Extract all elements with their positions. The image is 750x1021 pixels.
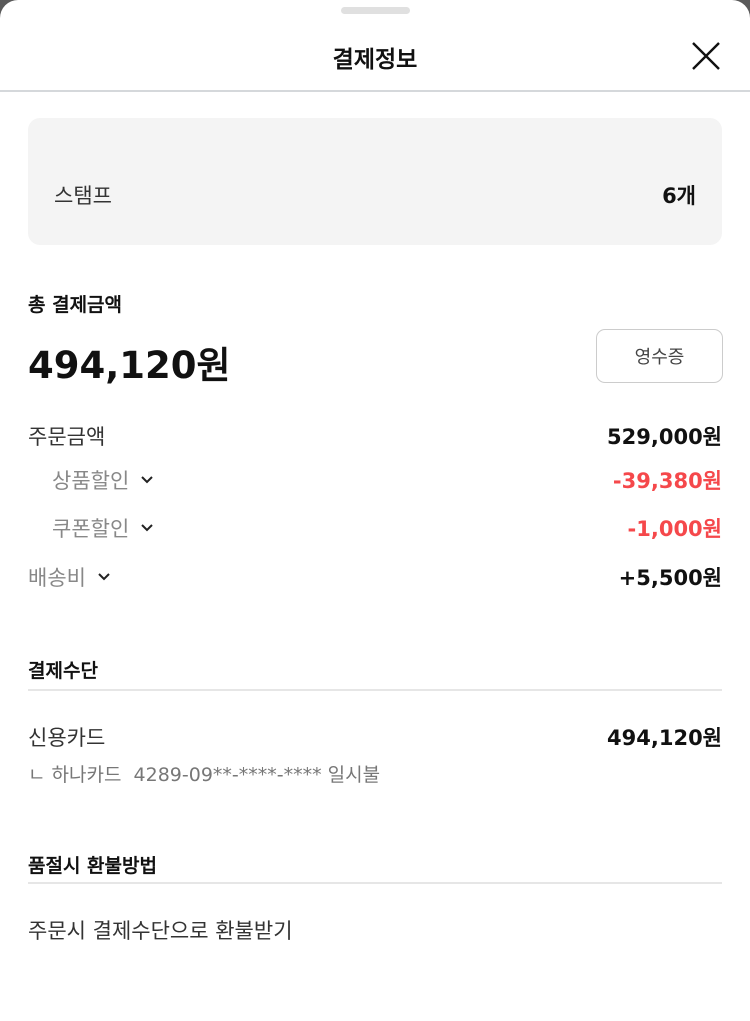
card-detail: ㄴ 하나카드 4289-09**-****-**** 일시불 <box>28 764 381 786</box>
page-title: 결제정보 <box>332 47 418 73</box>
stamp-card: 스탬프 6개 <box>28 118 722 245</box>
chevron-down-icon[interactable] <box>139 472 155 488</box>
total-amount: 494,120원 <box>28 344 231 387</box>
drag-handle[interactable] <box>341 7 410 14</box>
row-value: -1,000원 <box>627 517 722 541</box>
receipt-button[interactable]: 영수증 <box>596 329 723 383</box>
payment-method-amount: 494,120원 <box>607 726 722 750</box>
refund-heading: 품절시 환불방법 <box>28 855 157 877</box>
row-value: -39,380원 <box>612 469 722 493</box>
payment-method-name: 신용카드 <box>28 726 106 750</box>
row-label: 상품할인 <box>52 469 130 493</box>
row-label: 쿠폰할인 <box>52 517 130 541</box>
chevron-down-icon[interactable] <box>96 569 112 585</box>
stamp-count: 6개 <box>662 184 696 208</box>
divider <box>28 689 722 691</box>
row-label: 배송비 <box>28 566 86 590</box>
row-label: 주문금액 <box>28 425 106 449</box>
row-value: +5,500원 <box>618 566 722 590</box>
total-label: 총 결제금액 <box>28 294 123 316</box>
refund-method-text: 주문시 결제수단으로 환불받기 <box>28 919 293 943</box>
header: 결제정보 <box>0 20 750 92</box>
divider <box>28 882 722 884</box>
chevron-down-icon[interactable] <box>139 520 155 536</box>
stamp-label: 스탬프 <box>54 184 112 208</box>
close-icon[interactable] <box>688 38 724 74</box>
row-value: 529,000원 <box>607 425 722 449</box>
payment-method-heading: 결제수단 <box>28 660 98 682</box>
